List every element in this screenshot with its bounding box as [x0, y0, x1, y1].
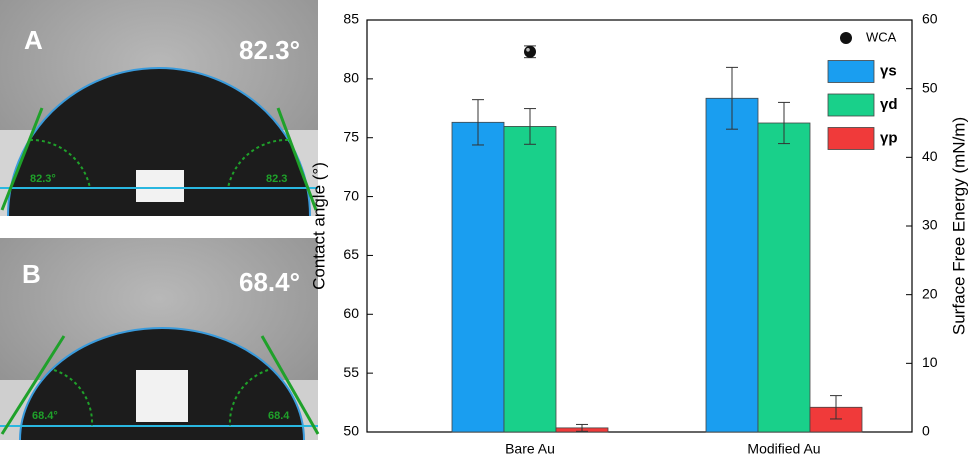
- legend-swatch: [827, 60, 875, 83]
- photo-a: A 82.3° 82.3° 82.3: [0, 0, 318, 217]
- y2-tick-label: 10: [922, 354, 938, 370]
- y2-axis-label: Surface Free Energy (mN/m): [949, 117, 968, 335]
- y-tick-label: 85: [343, 11, 359, 27]
- legend-label: γs: [880, 62, 897, 79]
- photo-b: B 68.4° 68.4° 68.4: [0, 238, 320, 441]
- y2-tick-label: 50: [922, 79, 938, 95]
- legend-marker: [840, 32, 852, 44]
- y2-tick-label: 0: [922, 423, 930, 439]
- chart: Contact angle (°) Surface Free Energy (m…: [309, 11, 968, 457]
- bar: [705, 97, 759, 433]
- legend-label: WCA: [866, 29, 897, 44]
- left-angle: 82.3°: [30, 173, 56, 185]
- y2-tick-label: 60: [922, 11, 938, 27]
- right-angle: 68.4: [268, 410, 290, 422]
- angle-label: 82.3°: [239, 35, 300, 65]
- legend-label: γd: [880, 96, 898, 113]
- panel-label: A: [24, 25, 43, 55]
- legend-swatch: [827, 93, 875, 117]
- panel-label: B: [22, 259, 41, 289]
- y-tick-label: 70: [343, 187, 359, 203]
- y-tick-label: 50: [343, 423, 359, 439]
- y-axis-label: Contact angle (°): [309, 162, 328, 290]
- y-tick-label: 55: [343, 364, 359, 380]
- bar: [451, 121, 505, 433]
- x-tick-label: Bare Au: [505, 441, 555, 457]
- point-highlight: [526, 47, 530, 52]
- y2-tick-label: 30: [922, 217, 938, 233]
- y2-tick-label: 40: [922, 148, 938, 164]
- angle-label: 68.4°: [239, 267, 300, 297]
- legend-label: γp: [880, 129, 898, 146]
- bar: [503, 126, 557, 433]
- y-tick-label: 75: [343, 128, 359, 144]
- x-tick-label: Modified Au: [747, 441, 820, 457]
- point: [524, 45, 536, 58]
- right-angle: 82.3: [266, 173, 287, 185]
- y2-tick-label: 20: [922, 285, 938, 301]
- y-tick-label: 80: [343, 70, 359, 86]
- y-tick-label: 65: [343, 246, 359, 262]
- y-tick-label: 60: [343, 305, 359, 321]
- left-angle: 68.4°: [32, 410, 58, 422]
- bar: [757, 122, 811, 433]
- legend-swatch: [827, 127, 875, 150]
